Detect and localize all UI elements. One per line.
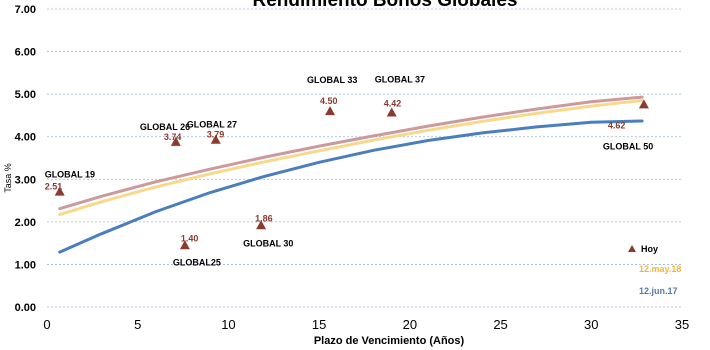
x-tick-2: 10 xyxy=(221,317,235,332)
legend-marker-hoy xyxy=(628,245,636,252)
x-tick-1: 5 xyxy=(134,317,141,332)
point-name-3: GLOBAL 27 xyxy=(187,120,237,130)
point-marker-1 xyxy=(179,240,190,250)
point-value-3: 3.79 xyxy=(207,130,225,140)
point-name-2: GLOBAL 26 xyxy=(140,122,190,132)
point-marker-2 xyxy=(170,136,181,146)
point-value-1: 1.40 xyxy=(181,233,199,243)
point-value-0: 2.51 xyxy=(45,182,63,192)
y-tick-5: 5.00 xyxy=(15,89,36,101)
y-axis-label: Tasa % xyxy=(3,163,13,193)
curve-lines xyxy=(58,95,644,254)
point-marker-7 xyxy=(638,99,649,109)
y-tick-0: 0.00 xyxy=(15,302,36,314)
chart-title: Rendimiento Bonos Globales xyxy=(253,0,518,11)
x-tick-3: 15 xyxy=(312,317,326,332)
y-tick-labels: 0.00 1.00 2.00 3.00 4.00 5.00 6.00 7.00 xyxy=(15,4,36,314)
y-tick-1: 1.00 xyxy=(15,259,36,271)
point-value-4: 1.86 xyxy=(255,213,273,223)
x-tick-7: 35 xyxy=(675,317,689,332)
legend-label-hoy: Hoy xyxy=(641,244,658,254)
x-tick-5: 25 xyxy=(493,317,507,332)
point-value-2: 3.74 xyxy=(164,132,182,142)
point-name-5: GLOBAL 33 xyxy=(307,75,357,85)
y-tick-6: 6.00 xyxy=(15,47,36,59)
point-marker-5 xyxy=(325,106,336,116)
point-name-0: GLOBAL 19 xyxy=(45,170,95,180)
x-tick-labels: 0 5 10 15 20 25 30 35 xyxy=(43,317,689,332)
point-value-6: 4.42 xyxy=(384,98,402,108)
grid xyxy=(47,8,682,308)
bond-points: GLOBAL 19 2.51 GLOBAL25 1.40 GLOBAL 263.74 GL… xyxy=(45,74,654,267)
y-tick-4: 4.00 xyxy=(15,132,36,144)
line-may-2018 xyxy=(58,99,644,217)
y-tick-2: 2.00 xyxy=(15,217,36,229)
legend-label-jun-2017: 12.jun.17 xyxy=(639,286,678,296)
point-name-7: GLOBAL 50 xyxy=(603,141,653,151)
point-value-5: 4.50 xyxy=(320,96,338,106)
x-axis-label: Plazo de Vencimiento (Años) xyxy=(314,335,465,347)
point-value-7: 4.62 xyxy=(608,120,626,130)
line-jun-2017 xyxy=(58,119,644,254)
y-tick-7: 7.00 xyxy=(15,4,36,16)
point-marker-3 xyxy=(210,134,221,144)
x-tick-0: 0 xyxy=(43,317,50,332)
legend-label-may-2018: 12.may.18 xyxy=(639,264,681,274)
point-name-1: GLOBAL25 xyxy=(173,257,221,267)
x-tick-4: 20 xyxy=(403,317,417,332)
legend: Hoy 12.may.18 12.jun.17 xyxy=(628,244,681,296)
point-marker-0 xyxy=(54,186,65,196)
x-tick-6: 30 xyxy=(584,317,598,332)
point-marker-6 xyxy=(386,107,397,117)
point-marker-4 xyxy=(256,220,267,230)
line-unlabeled-curve xyxy=(58,95,644,211)
point-name-6: GLOBAL 37 xyxy=(375,74,425,84)
y-tick-3: 3.00 xyxy=(15,174,36,186)
point-name-4: GLOBAL 30 xyxy=(243,238,293,248)
